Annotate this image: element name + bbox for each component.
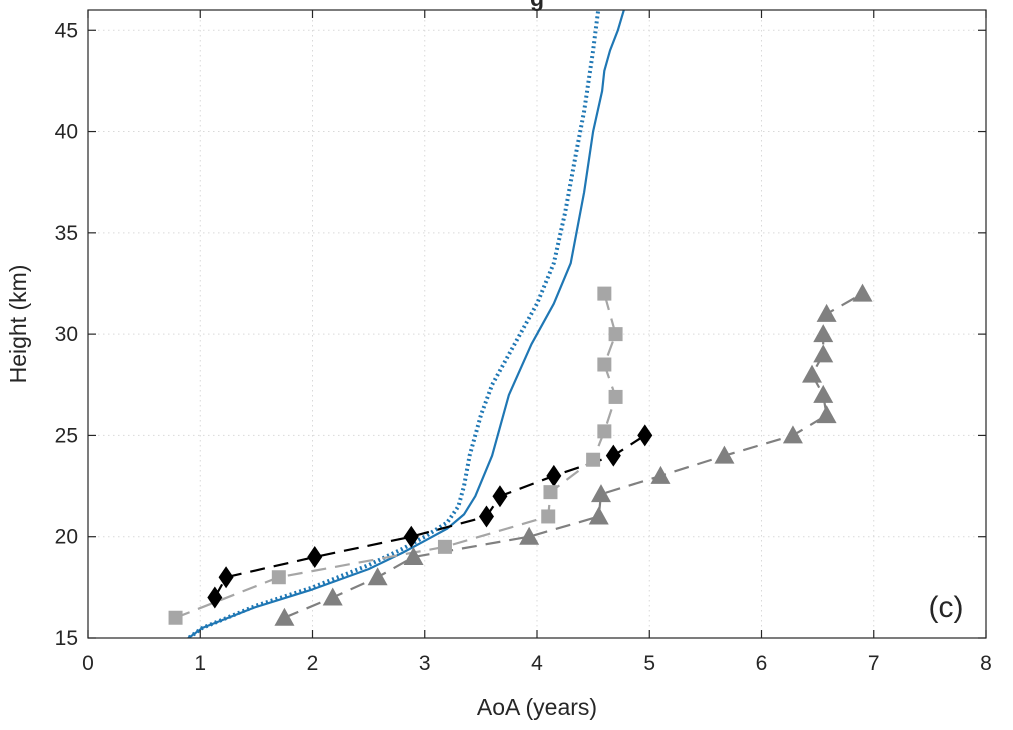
series-line-2 [185,10,601,638]
data-point-diamond [605,444,621,467]
chart-title: g [530,0,544,11]
data-point-triangle [816,405,837,424]
y-tick-label: 20 [55,526,78,549]
data-point-triangle [650,465,671,484]
marker-group [168,283,873,626]
data-point-square [586,452,601,467]
y-tick-label: 35 [55,222,78,245]
data-point-square [608,389,623,404]
data-point-triangle [813,344,834,363]
data-point-diamond [307,545,323,568]
data-point-triangle [367,567,388,586]
series-line-4 [175,293,617,619]
x-tick-label: 3 [419,652,431,675]
data-point-triangle [813,324,834,343]
data-point-triangle [403,546,424,565]
data-point-triangle [588,506,609,525]
data-point-triangle [813,384,834,403]
y-tick-label: 15 [55,627,78,650]
data-point-triangle [519,526,540,545]
series-group [175,10,864,638]
data-point-diamond [207,586,223,609]
data-point-square [608,327,623,342]
y-tick-label: 30 [55,323,78,346]
data-point-triangle [714,445,735,464]
data-point-diamond [218,566,234,589]
data-point-triangle [274,607,295,626]
data-point-square [271,570,286,585]
data-point-triangle [322,587,343,606]
data-point-diamond [478,505,494,528]
data-point-square [541,509,556,524]
x-tick-label: 5 [643,652,655,675]
data-point-diamond [403,525,419,548]
x-tick-label: 0 [82,652,94,675]
data-point-triangle [852,283,873,302]
x-tick-label: 8 [980,652,992,675]
x-tick-label: 4 [531,652,543,675]
panel-label: (c) [929,591,964,624]
data-point-triangle [802,364,823,383]
data-point-triangle [782,425,803,444]
data-point-triangle [816,303,837,322]
y-tick-label: 40 [55,121,78,144]
data-point-triangle [590,484,611,503]
data-point-diamond [492,485,508,508]
data-point-square [597,286,612,301]
x-tick-label: 1 [194,652,206,675]
y-axis-label: Height (km) [5,265,31,384]
data-point-square [168,610,183,625]
data-point-square [597,424,612,439]
x-tick-label: 7 [868,652,880,675]
x-tick-label: 2 [307,652,319,675]
series-line-1 [186,10,625,638]
data-point-square [437,539,452,554]
y-tick-label: 25 [55,424,78,447]
data-point-diamond [546,464,562,487]
data-point-diamond [637,424,653,447]
y-tick-label: 45 [55,19,78,42]
x-axis-label: AoA (years) [477,694,597,720]
data-point-square [543,485,558,500]
x-tick-label: 6 [756,652,768,675]
data-point-square [597,357,612,372]
